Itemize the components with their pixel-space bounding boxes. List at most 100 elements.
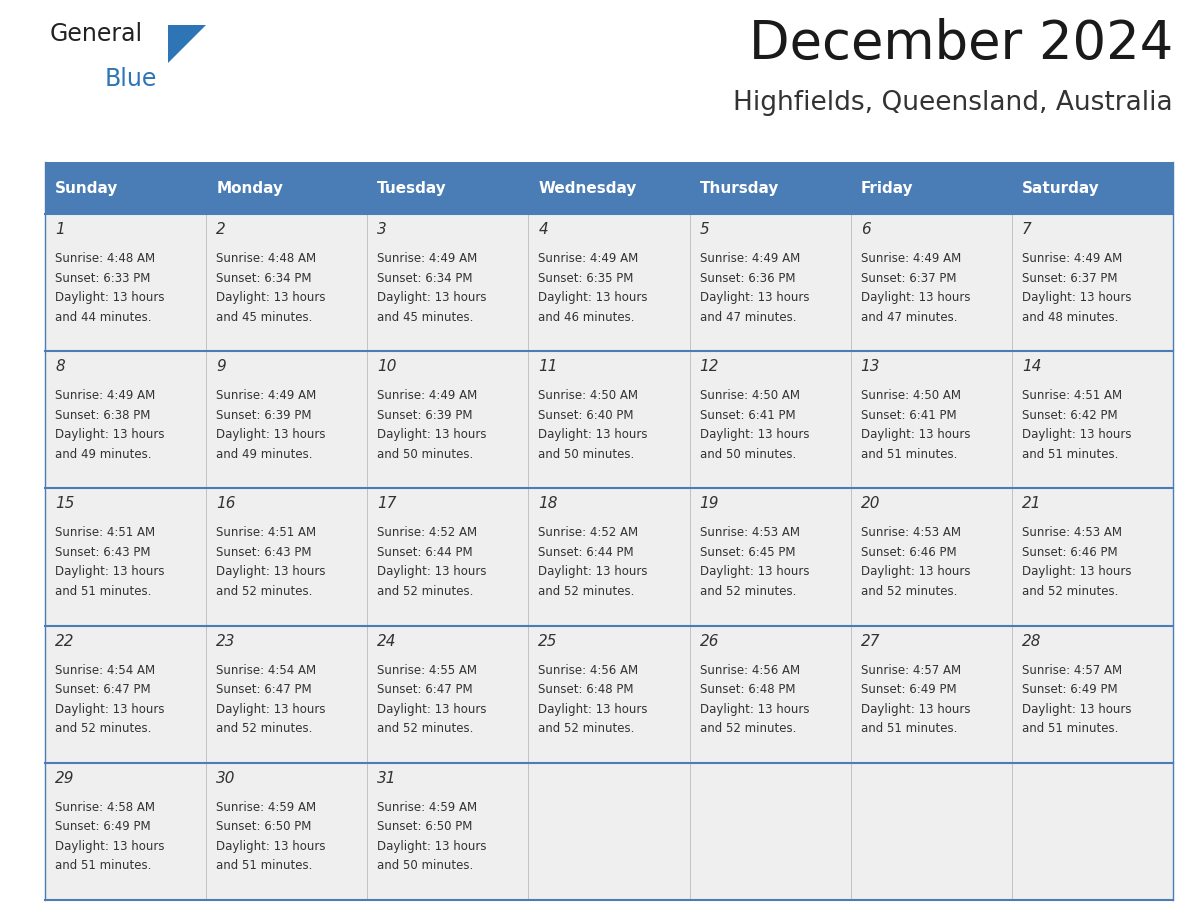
Text: Sunset: 6:34 PM: Sunset: 6:34 PM	[216, 272, 311, 285]
Text: Daylight: 13 hours: Daylight: 13 hours	[700, 428, 809, 442]
Text: and 47 minutes.: and 47 minutes.	[700, 310, 796, 323]
Text: Sunrise: 4:54 AM: Sunrise: 4:54 AM	[216, 664, 316, 677]
Text: Sunrise: 4:59 AM: Sunrise: 4:59 AM	[378, 800, 478, 813]
Text: and 45 minutes.: and 45 minutes.	[378, 310, 474, 323]
Text: 7: 7	[1022, 222, 1031, 237]
Text: 28: 28	[1022, 633, 1042, 649]
Text: and 51 minutes.: and 51 minutes.	[861, 448, 958, 461]
Text: 26: 26	[700, 633, 719, 649]
Text: and 51 minutes.: and 51 minutes.	[1022, 722, 1118, 735]
Text: Sunset: 6:35 PM: Sunset: 6:35 PM	[538, 272, 634, 285]
Text: Daylight: 13 hours: Daylight: 13 hours	[378, 291, 487, 304]
Text: Sunrise: 4:49 AM: Sunrise: 4:49 AM	[378, 389, 478, 402]
Text: Daylight: 13 hours: Daylight: 13 hours	[861, 291, 971, 304]
Text: Daylight: 13 hours: Daylight: 13 hours	[216, 840, 326, 853]
Text: Daylight: 13 hours: Daylight: 13 hours	[378, 702, 487, 716]
Text: Sunset: 6:49 PM: Sunset: 6:49 PM	[1022, 683, 1118, 696]
Text: Daylight: 13 hours: Daylight: 13 hours	[216, 702, 326, 716]
Bar	[45, 162, 207, 214]
Text: and 50 minutes.: and 50 minutes.	[538, 448, 634, 461]
Text: Sunset: 6:41 PM: Sunset: 6:41 PM	[700, 409, 795, 421]
Text: Daylight: 13 hours: Daylight: 13 hours	[55, 840, 164, 853]
Bar	[45, 352, 1173, 488]
Bar	[45, 214, 1173, 352]
Text: 30: 30	[216, 771, 235, 786]
Text: 5: 5	[700, 222, 709, 237]
Text: Sunrise: 4:57 AM: Sunrise: 4:57 AM	[861, 664, 961, 677]
Text: Daylight: 13 hours: Daylight: 13 hours	[861, 428, 971, 442]
Text: Daylight: 13 hours: Daylight: 13 hours	[55, 565, 164, 578]
Text: Sunset: 6:40 PM: Sunset: 6:40 PM	[538, 409, 634, 421]
Text: General: General	[50, 22, 143, 46]
Text: Sunrise: 4:49 AM: Sunrise: 4:49 AM	[861, 252, 961, 265]
Text: and 45 minutes.: and 45 minutes.	[216, 310, 312, 323]
Text: and 52 minutes.: and 52 minutes.	[700, 585, 796, 598]
Text: Sunset: 6:46 PM: Sunset: 6:46 PM	[1022, 546, 1118, 559]
Text: Daylight: 13 hours: Daylight: 13 hours	[538, 702, 647, 716]
Text: Tuesday: Tuesday	[378, 181, 447, 196]
Text: Daylight: 13 hours: Daylight: 13 hours	[216, 428, 326, 442]
Text: Sunrise: 4:53 AM: Sunrise: 4:53 AM	[1022, 526, 1121, 540]
Text: 25: 25	[538, 633, 558, 649]
Text: Daylight: 13 hours: Daylight: 13 hours	[1022, 291, 1131, 304]
Text: Daylight: 13 hours: Daylight: 13 hours	[378, 565, 487, 578]
Text: Daylight: 13 hours: Daylight: 13 hours	[55, 702, 164, 716]
Text: 22: 22	[55, 633, 75, 649]
Bar	[851, 162, 1012, 214]
Text: 3: 3	[378, 222, 387, 237]
Bar	[367, 162, 529, 214]
Text: Sunrise: 4:51 AM: Sunrise: 4:51 AM	[216, 526, 316, 540]
Text: Sunrise: 4:56 AM: Sunrise: 4:56 AM	[700, 664, 800, 677]
Text: Sunset: 6:33 PM: Sunset: 6:33 PM	[55, 272, 151, 285]
Text: Sunrise: 4:49 AM: Sunrise: 4:49 AM	[55, 389, 156, 402]
Text: and 52 minutes.: and 52 minutes.	[378, 722, 474, 735]
Text: 4: 4	[538, 222, 548, 237]
Text: and 47 minutes.: and 47 minutes.	[861, 310, 958, 323]
Text: 10: 10	[378, 359, 397, 375]
Text: and 50 minutes.: and 50 minutes.	[378, 859, 474, 872]
Text: 16: 16	[216, 497, 235, 511]
Bar	[45, 763, 1173, 900]
Text: Daylight: 13 hours: Daylight: 13 hours	[378, 840, 487, 853]
Bar	[207, 162, 367, 214]
Text: Sunrise: 4:59 AM: Sunrise: 4:59 AM	[216, 800, 316, 813]
Text: Sunset: 6:48 PM: Sunset: 6:48 PM	[538, 683, 634, 696]
Text: Sunrise: 4:52 AM: Sunrise: 4:52 AM	[538, 526, 639, 540]
Text: Sunrise: 4:50 AM: Sunrise: 4:50 AM	[538, 389, 638, 402]
Text: Sunrise: 4:49 AM: Sunrise: 4:49 AM	[538, 252, 639, 265]
Text: and 46 minutes.: and 46 minutes.	[538, 310, 634, 323]
Text: 24: 24	[378, 633, 397, 649]
Text: Daylight: 13 hours: Daylight: 13 hours	[55, 291, 164, 304]
Text: 19: 19	[700, 497, 719, 511]
Text: Friday: Friday	[861, 181, 914, 196]
Text: Daylight: 13 hours: Daylight: 13 hours	[538, 291, 647, 304]
Text: Sunset: 6:44 PM: Sunset: 6:44 PM	[538, 546, 634, 559]
Text: Saturday: Saturday	[1022, 181, 1100, 196]
Text: and 52 minutes.: and 52 minutes.	[216, 585, 312, 598]
Text: Sunset: 6:50 PM: Sunset: 6:50 PM	[378, 821, 473, 834]
Text: Wednesday: Wednesday	[538, 181, 637, 196]
Text: Daylight: 13 hours: Daylight: 13 hours	[1022, 428, 1131, 442]
Text: and 52 minutes.: and 52 minutes.	[861, 585, 958, 598]
Text: Sunset: 6:47 PM: Sunset: 6:47 PM	[378, 683, 473, 696]
Text: 6: 6	[861, 222, 871, 237]
Text: Daylight: 13 hours: Daylight: 13 hours	[700, 702, 809, 716]
Text: and 51 minutes.: and 51 minutes.	[216, 859, 312, 872]
Text: 13: 13	[861, 359, 880, 375]
Text: Sunset: 6:39 PM: Sunset: 6:39 PM	[216, 409, 311, 421]
Text: Sunset: 6:34 PM: Sunset: 6:34 PM	[378, 272, 473, 285]
Text: Daylight: 13 hours: Daylight: 13 hours	[538, 565, 647, 578]
Text: Blue: Blue	[105, 67, 157, 91]
Text: Sunday: Sunday	[55, 181, 119, 196]
Text: Sunrise: 4:57 AM: Sunrise: 4:57 AM	[1022, 664, 1121, 677]
Text: Sunset: 6:36 PM: Sunset: 6:36 PM	[700, 272, 795, 285]
Text: and 48 minutes.: and 48 minutes.	[1022, 310, 1118, 323]
Text: 27: 27	[861, 633, 880, 649]
Polygon shape	[168, 25, 206, 63]
Text: and 52 minutes.: and 52 minutes.	[538, 722, 634, 735]
Text: Sunrise: 4:53 AM: Sunrise: 4:53 AM	[861, 526, 961, 540]
Text: Sunrise: 4:51 AM: Sunrise: 4:51 AM	[1022, 389, 1121, 402]
Text: and 52 minutes.: and 52 minutes.	[216, 722, 312, 735]
Text: Sunset: 6:42 PM: Sunset: 6:42 PM	[1022, 409, 1118, 421]
Text: Sunrise: 4:58 AM: Sunrise: 4:58 AM	[55, 800, 154, 813]
